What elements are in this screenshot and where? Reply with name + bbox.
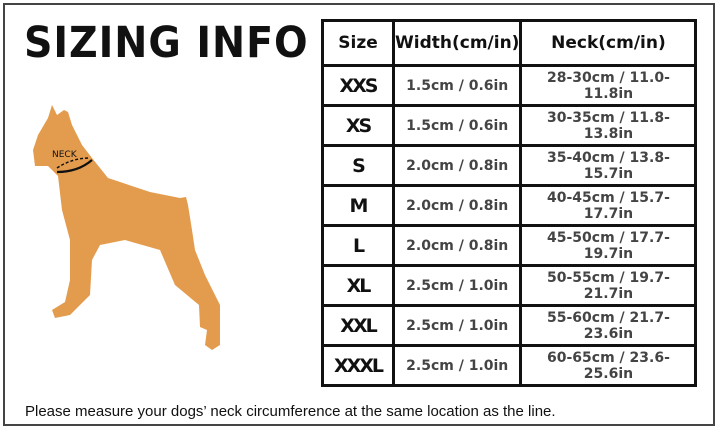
table-row: XS 1.5cm / 0.6in 30-35cm / 11.8-13.8in (321, 104, 698, 147)
cell-size: XS (321, 104, 395, 147)
cell-neck: 50-55cm / 19.7-21.7in (519, 264, 698, 307)
size-table: Size Width(cm/in) Neck(cm/in) XXS 1.5cm /… (321, 19, 698, 387)
table-header-row: Size Width(cm/in) Neck(cm/in) (321, 19, 698, 67)
neck-dashed-line (56, 157, 91, 169)
dog-body (33, 105, 220, 350)
cell-size: L (321, 224, 395, 267)
cell-size: S (321, 144, 395, 187)
measure-note: Please measure your dogs’ neck circumfer… (25, 403, 556, 420)
cell-size: XL (321, 264, 395, 307)
cell-neck: 35-40cm / 13.8-15.7in (519, 144, 698, 187)
cell-width: 2.5cm / 1.0in (391, 344, 523, 387)
cell-width: 1.5cm / 0.6in (391, 64, 523, 107)
neck-label: NECK (52, 150, 78, 160)
cell-neck: 60-65cm / 23.6-25.6in (519, 344, 698, 387)
cell-width: 2.5cm / 1.0in (391, 304, 523, 347)
cell-neck: 45-50cm / 17.7-19.7in (519, 224, 698, 267)
table-row: L 2.0cm / 0.8in 45-50cm / 17.7-19.7in (321, 224, 698, 267)
header-width: Width(cm/in) (391, 19, 523, 67)
cell-size: XXL (321, 304, 395, 347)
table-row: M 2.0cm / 0.8in 40-45cm / 15.7-17.7in (321, 184, 698, 227)
outer-border (3, 3, 715, 426)
cell-width: 2.0cm / 0.8in (391, 144, 523, 187)
neck-line (56, 159, 93, 174)
table-row: XL 2.5cm / 1.0in 50-55cm / 19.7-21.7in (321, 264, 698, 307)
dog-silhouette-illustration: NECK (33, 105, 220, 350)
cell-width: 2.5cm / 1.0in (391, 264, 523, 307)
table-row: XXL 2.5cm / 1.0in 55-60cm / 21.7-23.6in (321, 304, 698, 347)
cell-size: M (321, 184, 395, 227)
cell-size: XXXL (321, 344, 395, 387)
cell-size: XXS (321, 64, 395, 107)
header-size: Size (321, 19, 395, 67)
cell-neck: 28-30cm / 11.0-11.8in (519, 64, 698, 107)
header-neck: Neck(cm/in) (519, 19, 698, 67)
cell-neck: 55-60cm / 21.7-23.6in (519, 304, 698, 347)
cell-width: 1.5cm / 0.6in (391, 104, 523, 147)
table-row: XXS 1.5cm / 0.6in 28-30cm / 11.0-11.8in (321, 64, 698, 107)
table-row: XXXL 2.5cm / 1.0in 60-65cm / 23.6-25.6in (321, 344, 698, 387)
cell-neck: 30-35cm / 11.8-13.8in (519, 104, 698, 147)
cell-width: 2.0cm / 0.8in (391, 184, 523, 227)
page-title: SIZING INFO (24, 18, 309, 68)
table-row: S 2.0cm / 0.8in 35-40cm / 13.8-15.7in (321, 144, 698, 187)
cell-neck: 40-45cm / 15.7-17.7in (519, 184, 698, 227)
cell-width: 2.0cm / 0.8in (391, 224, 523, 267)
